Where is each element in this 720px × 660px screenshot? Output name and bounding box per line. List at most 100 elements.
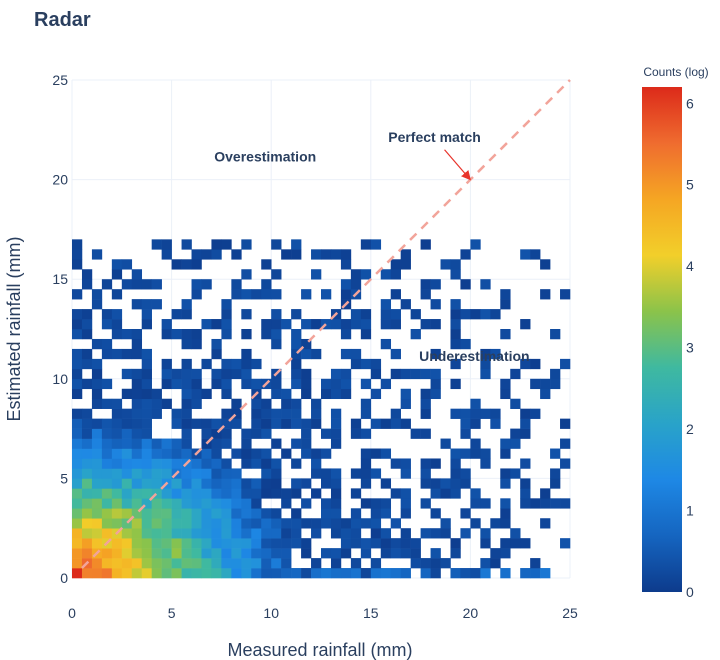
heatmap-cell — [460, 468, 471, 479]
heatmap-cell — [211, 348, 222, 360]
heatmap-cell — [191, 538, 202, 549]
heatmap-cell — [221, 378, 232, 390]
heatmap-cell — [350, 518, 362, 529]
heatmap-cell — [131, 378, 143, 390]
heatmap-cell — [470, 568, 481, 579]
heatmap-cell — [81, 488, 93, 499]
heatmap-cell — [530, 568, 541, 579]
heatmap-cell — [540, 388, 551, 400]
heatmap-cell — [161, 438, 172, 449]
heatmap-cell — [101, 488, 113, 499]
heatmap-cell — [221, 518, 232, 529]
heatmap-cell — [400, 508, 411, 519]
heatmap-cell — [231, 398, 242, 409]
heatmap-cell — [390, 458, 401, 469]
heatmap-cell — [81, 269, 93, 280]
heatmap-cell — [231, 528, 242, 539]
heatmap-cell — [201, 418, 212, 429]
heatmap-cell — [131, 398, 143, 409]
heatmap-cell — [330, 418, 342, 429]
heatmap-cell — [520, 458, 531, 469]
heatmap-cell — [191, 528, 202, 539]
perfect-match-line — [81, 79, 571, 569]
heatmap-cell — [261, 478, 272, 489]
heatmap-cell — [460, 338, 471, 350]
heatmap-cell — [101, 348, 113, 360]
heatmap-cell — [72, 418, 83, 429]
heatmap-cell — [480, 538, 491, 549]
heatmap-cell — [440, 558, 451, 569]
heatmap-cell — [291, 478, 302, 489]
heatmap-cell — [340, 329, 352, 340]
heatmap-cell — [101, 528, 113, 539]
heatmap-cell — [440, 438, 451, 449]
heatmap-cell — [510, 528, 521, 539]
heatmap-cell — [101, 518, 113, 529]
heatmap-cell — [500, 378, 511, 390]
heatmap-cell — [171, 478, 182, 489]
heatmap-cell — [271, 518, 282, 529]
heatmap-cell — [251, 548, 262, 559]
heatmap-cell — [390, 368, 401, 380]
heatmap-cell — [72, 498, 83, 509]
heatmap-cell — [131, 388, 143, 400]
heatmap-cell — [251, 448, 262, 459]
heatmap-cell — [311, 448, 322, 459]
heatmap-cell — [241, 528, 252, 539]
heatmap-cell — [101, 548, 113, 559]
heatmap-cell — [91, 428, 103, 439]
heatmap-cell — [420, 558, 431, 569]
heatmap-cell — [161, 378, 172, 390]
heatmap-cell — [251, 508, 262, 519]
heatmap-cell — [450, 299, 461, 310]
heatmap-cell — [131, 508, 143, 519]
heatmap-cell — [370, 528, 382, 539]
heatmap-cell — [81, 329, 93, 340]
heatmap-cell — [131, 408, 143, 419]
heatmap-cell — [91, 398, 103, 409]
heatmap-cell — [430, 558, 441, 569]
heatmap-cell — [111, 478, 123, 489]
heatmap-cell — [111, 309, 123, 320]
heatmap-cell — [201, 518, 212, 529]
heatmap-cell — [171, 528, 182, 539]
heatmap-cell — [111, 468, 123, 479]
heatmap-cell — [141, 558, 152, 569]
heatmap-cell — [191, 279, 202, 290]
heatmap-cell — [380, 378, 392, 390]
heatmap-cell — [72, 568, 83, 579]
heatmap-cell — [161, 319, 172, 330]
heatmap-cell — [141, 498, 152, 509]
heatmap-cell — [211, 478, 222, 489]
chart-title: Radar — [34, 9, 91, 31]
heatmap-cell — [360, 239, 372, 250]
heatmap-cell — [211, 528, 222, 539]
heatmap-cell — [101, 398, 113, 409]
heatmap-cell — [350, 538, 362, 549]
heatmap-cell — [171, 309, 182, 320]
x-tick-label: 15 — [363, 605, 379, 621]
heatmap-cell — [460, 418, 471, 429]
heatmap-cell — [141, 279, 152, 290]
heatmap-cell — [510, 428, 521, 439]
heatmap-cell — [291, 398, 302, 409]
heatmap-cell — [81, 508, 93, 519]
heatmap-cell — [81, 498, 93, 509]
heatmap-cell — [460, 408, 471, 419]
heatmap-cell — [370, 508, 382, 519]
heatmap-cell — [91, 249, 103, 260]
heatmap-cell — [101, 448, 113, 459]
heatmap-cell — [261, 538, 272, 549]
heatmap-cell — [101, 508, 113, 519]
heatmap-cell — [330, 518, 342, 529]
heatmap-cell — [301, 319, 312, 330]
heatmap-cell — [191, 259, 202, 270]
heatmap-cell — [500, 568, 511, 579]
heatmap-cell — [101, 478, 113, 489]
heatmap-cell — [400, 368, 411, 380]
heatmap-cell — [450, 468, 461, 479]
heatmap-cell — [321, 388, 332, 400]
heatmap-cell — [430, 458, 441, 469]
heatmap-cell — [181, 538, 192, 549]
heatmap-cell — [470, 438, 481, 449]
